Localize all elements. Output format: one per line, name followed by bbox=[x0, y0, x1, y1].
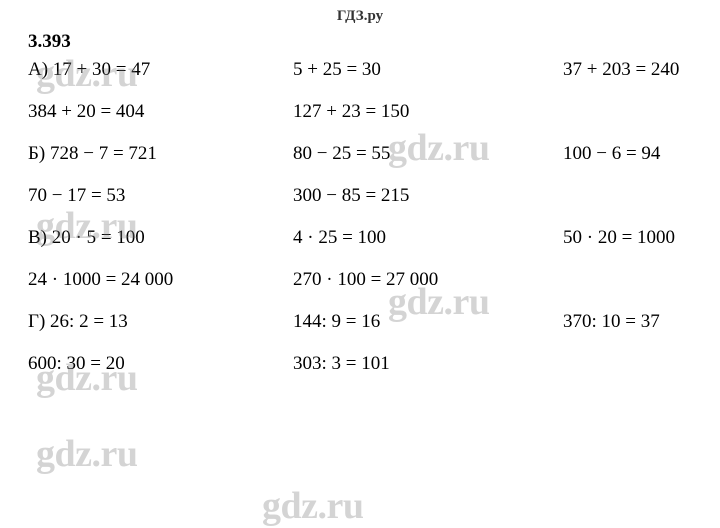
solution-row: А) 17 + 30 = 47 5 + 25 = 30 37 + 203 = 2… bbox=[28, 59, 720, 101]
equation: 600: 30 = 20 bbox=[28, 353, 293, 375]
watermark: gdz.ru bbox=[262, 484, 364, 528]
equation bbox=[563, 353, 720, 375]
solution-row: Б) 728 − 7 = 721 80 − 25 = 55 100 − 6 = … bbox=[28, 143, 720, 185]
equation: 50 · 20 = 1000 bbox=[563, 227, 720, 249]
equation: 5 + 25 = 30 bbox=[293, 59, 563, 81]
solution-row: Г) 26: 2 = 13 144: 9 = 16 370: 10 = 37 bbox=[28, 311, 720, 353]
equation: 37 + 203 = 240 bbox=[563, 59, 720, 81]
equation: 370: 10 = 37 bbox=[563, 311, 720, 333]
equation: 4 · 25 = 100 bbox=[293, 227, 563, 249]
equation bbox=[563, 185, 720, 207]
solution-row: 24 · 1000 = 24 000 270 · 100 = 27 000 bbox=[28, 269, 720, 311]
equation: 144: 9 = 16 bbox=[293, 311, 563, 333]
equation bbox=[563, 101, 720, 123]
solution-row: В) 20 · 5 = 100 4 · 25 = 100 50 · 20 = 1… bbox=[28, 227, 720, 269]
watermark: gdz.ru bbox=[36, 432, 138, 476]
equation: 100 − 6 = 94 bbox=[563, 143, 720, 165]
site-header: ГДЗ.ру bbox=[0, 0, 720, 29]
equation: Г) 26: 2 = 13 bbox=[28, 311, 293, 333]
solution-row: 70 − 17 = 53 300 − 85 = 215 bbox=[28, 185, 720, 227]
solution-row: 384 + 20 = 404 127 + 23 = 150 bbox=[28, 101, 720, 143]
equation: 270 · 100 = 27 000 bbox=[293, 269, 563, 291]
equation: 70 − 17 = 53 bbox=[28, 185, 293, 207]
equation: 384 + 20 = 404 bbox=[28, 101, 293, 123]
equation: Б) 728 − 7 = 721 bbox=[28, 143, 293, 165]
solution-row: 600: 30 = 20 303: 3 = 101 bbox=[28, 353, 720, 395]
equation: 300 − 85 = 215 bbox=[293, 185, 563, 207]
equation: 24 · 1000 = 24 000 bbox=[28, 269, 293, 291]
equation: А) 17 + 30 = 47 bbox=[28, 59, 293, 81]
equation bbox=[563, 269, 720, 291]
equation: 303: 3 = 101 bbox=[293, 353, 563, 375]
solutions-grid: А) 17 + 30 = 47 5 + 25 = 30 37 + 203 = 2… bbox=[0, 59, 720, 395]
equation: 127 + 23 = 150 bbox=[293, 101, 563, 123]
equation: 80 − 25 = 55 bbox=[293, 143, 563, 165]
problem-number: 3.393 bbox=[0, 29, 720, 59]
equation: В) 20 · 5 = 100 bbox=[28, 227, 293, 249]
